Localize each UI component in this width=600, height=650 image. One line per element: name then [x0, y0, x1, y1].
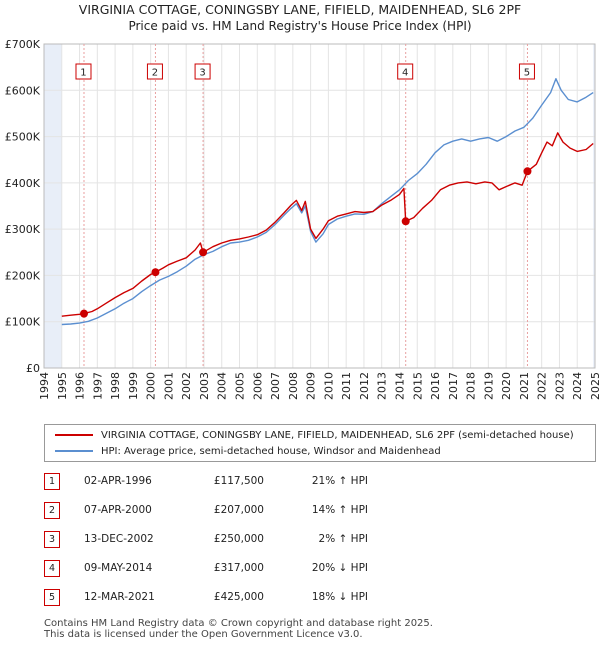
sale-marker-box-3	[194, 63, 211, 80]
sale-row: 3 13-DEC-2002 £250,000 2% ↑ HPI	[44, 530, 464, 548]
legend-label-hpi: HPI: Average price, semi-detached house,…	[101, 446, 441, 457]
sale-marker-label-5: 5	[524, 68, 530, 79]
x-tick-label-2021: 2021	[518, 372, 531, 400]
footer-line-1: Contains HM Land Registry data © Crown c…	[44, 618, 433, 629]
sale-date: 02-APR-1996	[84, 475, 152, 487]
x-tick-label-2020: 2020	[500, 372, 513, 400]
title-line-2: Price paid vs. HM Land Registry's House …	[128, 19, 472, 33]
hpi-line	[61, 78, 594, 326]
x-tick-label-2014: 2014	[393, 372, 406, 400]
footer-line-2: This data is licensed under the Open Gov…	[44, 629, 363, 640]
sale-price: £250,000	[213, 533, 264, 545]
sale-marker-label-2: 2	[152, 68, 158, 79]
x-tick-label-2012: 2012	[358, 372, 371, 400]
y-tick-label-5: £500K	[5, 131, 41, 144]
x-tick-label-2019: 2019	[482, 372, 495, 400]
chart-title: VIRGINIA COTTAGE, CONINGSBY LANE, FIFIEL…	[0, 2, 600, 34]
x-tick-label-2000: 2000	[145, 372, 158, 400]
y-tick-label-3: £300K	[5, 223, 41, 236]
sale-number: 4	[44, 560, 60, 577]
sale-marker-label-3: 3	[199, 68, 205, 79]
sale-marker-box-5	[518, 63, 535, 80]
x-tick-label-2009: 2009	[305, 372, 318, 400]
x-tick-label-2007: 2007	[269, 372, 282, 400]
sale-date: 13-DEC-2002	[84, 533, 154, 545]
x-tick-label-2006: 2006	[251, 372, 264, 400]
sale-hpi-change: 18% ↓ HPI	[311, 591, 368, 603]
sale-price: £425,000	[213, 591, 264, 603]
x-tick-label-1994: 1994	[38, 372, 51, 400]
legend-label-property: VIRGINIA COTTAGE, CONINGSBY LANE, FIFIEL…	[101, 430, 574, 441]
sale-point-2	[151, 268, 160, 277]
title-line-1: VIRGINIA COTTAGE, CONINGSBY LANE, FIFIEL…	[78, 2, 522, 17]
x-tick-label-2002: 2002	[180, 372, 193, 400]
sale-row: 2 07-APR-2000 £207,000 14% ↑ HPI	[44, 501, 464, 519]
sale-point-3	[199, 248, 208, 257]
sale-hpi-change: 2% ↑ HPI	[318, 533, 368, 545]
y-tick-label-7: £700K	[5, 38, 41, 51]
x-tick-label-2017: 2017	[447, 372, 460, 400]
sale-price: £207,000	[213, 504, 264, 516]
sale-marker-label-4: 4	[402, 68, 408, 79]
x-tick-label-2003: 2003	[198, 372, 211, 400]
legend-swatch-hpi	[55, 450, 93, 452]
shaded-range-1	[44, 44, 62, 368]
y-tick-label-6: £600K	[5, 84, 41, 97]
x-tick-label-2005: 2005	[234, 372, 247, 400]
x-tick-label-2008: 2008	[287, 372, 300, 400]
x-tick-label-2023: 2023	[553, 372, 566, 400]
shaded-range-2	[593, 44, 595, 368]
x-tick-label-1996: 1996	[74, 372, 87, 400]
y-tick-label-2: £200K	[5, 269, 41, 282]
sale-marker-label-1: 1	[80, 68, 86, 79]
x-tick-label-2010: 2010	[322, 372, 335, 400]
x-tick-label-2018: 2018	[465, 372, 478, 400]
sale-marker-box-4	[397, 63, 414, 80]
sale-marker-box-1	[75, 63, 92, 80]
legend-entry-property: VIRGINIA COTTAGE, CONINGSBY LANE, FIFIEL…	[55, 429, 574, 443]
sale-hpi-change: 21% ↑ HPI	[311, 475, 368, 487]
y-tick-label-1: £100K	[5, 316, 41, 329]
sale-price: £317,000	[213, 562, 264, 574]
x-tick-label-1998: 1998	[109, 372, 122, 400]
sale-row: 1 02-APR-1996 £117,500 21% ↑ HPI	[44, 472, 464, 490]
sale-price: £117,500	[213, 475, 264, 487]
sale-number: 2	[44, 502, 60, 519]
sale-point-4	[401, 217, 410, 226]
sale-number: 3	[44, 531, 60, 548]
price-chart: £0 £100K £200K £300K £400K £500K £600K £700K 199…	[5, 38, 600, 400]
x-tick-label-2022: 2022	[536, 372, 549, 400]
sale-date: 12-MAR-2021	[84, 591, 155, 603]
sale-date: 07-APR-2000	[84, 504, 152, 516]
x-tick-label-2015: 2015	[411, 372, 424, 400]
sale-point-1	[79, 309, 88, 318]
sale-number: 1	[44, 473, 60, 490]
sale-row: 4 09-MAY-2014 £317,000 20% ↓ HPI	[44, 559, 464, 577]
y-tick-label-4: £400K	[5, 177, 41, 190]
x-tick-label-2001: 2001	[162, 372, 175, 400]
sale-point-5	[523, 167, 532, 176]
x-tick-label-2025: 2025	[589, 372, 600, 400]
sale-hpi-change: 20% ↓ HPI	[311, 562, 368, 574]
sale-date: 09-MAY-2014	[84, 562, 153, 574]
sale-row: 5 12-MAR-2021 £425,000 18% ↓ HPI	[44, 588, 464, 606]
legend-entry-hpi: HPI: Average price, semi-detached house,…	[55, 445, 441, 459]
x-tick-label-1997: 1997	[91, 372, 104, 400]
chart-legend: VIRGINIA COTTAGE, CONINGSBY LANE, FIFIEL…	[44, 424, 596, 462]
x-tick-label-2013: 2013	[376, 372, 389, 400]
property-price-line	[61, 132, 594, 317]
x-tick-label-2004: 2004	[216, 372, 229, 400]
sale-number: 5	[44, 589, 60, 606]
footer: Contains HM Land Registry data © Crown c…	[44, 618, 433, 640]
x-tick-label-2024: 2024	[571, 372, 584, 400]
legend-swatch-property	[55, 434, 93, 436]
plot-frame	[43, 43, 596, 369]
x-tick-label-2011: 2011	[340, 372, 353, 400]
x-tick-label-1995: 1995	[56, 372, 69, 400]
sale-hpi-change: 14% ↑ HPI	[311, 504, 368, 516]
sale-marker-box-2	[146, 63, 163, 80]
x-tick-label-1999: 1999	[127, 372, 140, 400]
x-tick-label-2016: 2016	[429, 372, 442, 400]
y-tick-label-0: £0	[26, 362, 40, 375]
